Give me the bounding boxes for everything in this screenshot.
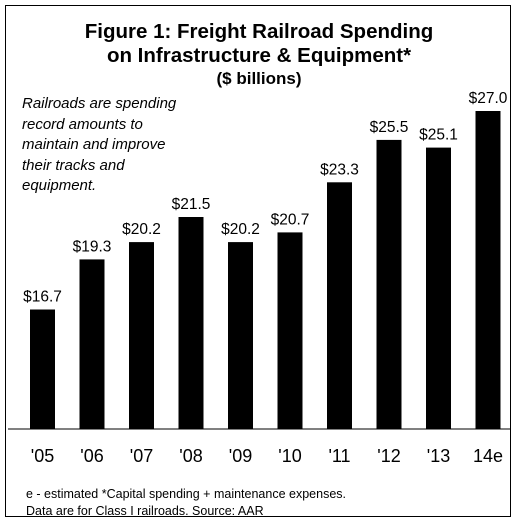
annotation-line: equipment. [22,177,97,194]
x-tick-label: '05 [31,446,54,466]
chart-title-line-2: on Infrastructure & Equipment* [106,44,412,67]
bar-'07 [129,242,154,429]
bar-'10 [277,232,303,429]
x-tick-label: '10 [278,446,301,466]
bar-'11 [327,182,352,429]
data-label: $25.5 [370,119,409,136]
x-tick-label: '09 [229,446,252,466]
bar-'09 [228,242,253,429]
bar-'06 [79,259,105,429]
data-label: $16.7 [23,289,62,306]
data-label: $20.7 [271,211,310,228]
bar-'12 [376,139,402,429]
x-tick-label: '06 [80,446,103,466]
chart-title-line-1: Figure 1: Freight Railroad Spending [84,20,434,43]
annotation-line: record amounts to [22,115,143,133]
annotation-line: Railroads are spending [22,95,177,112]
x-tick-label: '11 [328,446,350,466]
data-label: $19.3 [73,238,112,255]
data-label: $20.2 [221,221,260,238]
bar-14e [475,111,501,429]
bar-'05 [30,309,55,429]
data-label: $21.5 [172,196,211,213]
chart-subtitle: ($ billions) [216,69,302,88]
bar-'08 [178,217,204,429]
x-tick-label: '07 [130,446,153,466]
x-tick-label: '08 [179,446,202,466]
data-label: $20.2 [122,221,161,238]
chart-annotation: Railroads are spending record amounts to… [22,94,222,197]
annotation-line: their tracks and [22,156,125,174]
footnote-line-1: e - estimated *Capital spending + mainte… [26,487,346,501]
bar-'13 [426,147,451,429]
annotation-line: maintain and improve [22,136,166,153]
x-tick-label: '13 [427,446,450,466]
x-tick-label: 14e [473,446,503,466]
data-label: $25.1 [419,127,458,144]
data-label: $23.3 [320,161,359,178]
data-label: $27.0 [469,90,508,107]
x-tick-label: '12 [377,446,400,466]
footnote-line-2: Data are for Class I railroads. Source: … [26,504,264,518]
